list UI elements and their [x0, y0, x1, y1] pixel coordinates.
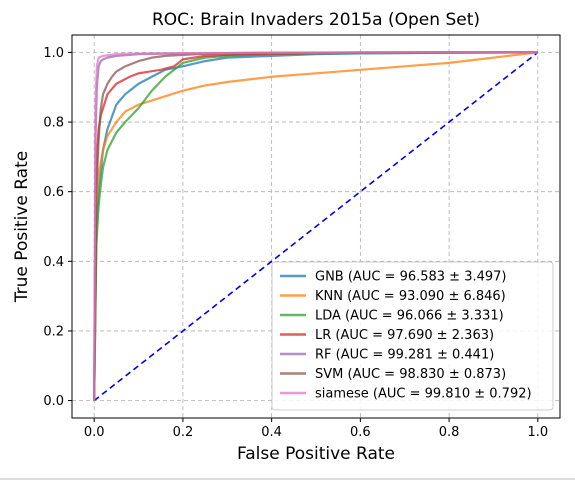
y-tick-label: 0.4	[43, 255, 64, 270]
x-axis-label: False Positive Rate	[237, 444, 395, 464]
chart-title: ROC: Brain Invaders 2015a (Open Set)	[152, 10, 480, 30]
x-tick-label: 0.6	[350, 425, 371, 440]
legend-entry: siamese (AUC = 99.810 ± 0.792)	[315, 387, 532, 402]
plot-frame	[71, 34, 561, 419]
x-tick-label: 0.0	[84, 425, 105, 440]
series-line-1	[93, 51, 538, 401]
reference-diagonal	[93, 51, 539, 402]
y-tick-label: 1.0	[43, 46, 64, 61]
y-tick-label: 0.6	[43, 185, 64, 200]
y-axis-label: True Positive Rate	[12, 151, 32, 303]
x-tick-label: 0.8	[439, 425, 460, 440]
series-line-6	[93, 51, 538, 401]
x-tick-label: 1.0	[527, 425, 548, 440]
x-tick-label: 0.2	[173, 425, 194, 440]
y-tick-label: 0.8	[43, 116, 64, 131]
legend-entry: GNB (AUC = 96.583 ± 3.497)	[315, 270, 507, 285]
y-tick-label: 0.2	[43, 324, 64, 339]
legend-entry: LR (AUC = 97.690 ± 2.363)	[315, 328, 494, 343]
series-lines	[93, 51, 538, 401]
legend-entry: LDA (AUC = 96.066 ± 3.331)	[315, 309, 504, 324]
legend-entry: SVM (AUC = 98.830 ± 0.873)	[315, 367, 506, 382]
legend-entry: KNN (AUC = 93.090 ± 6.846)	[315, 289, 506, 304]
x-tick-label: 0.4	[261, 425, 282, 440]
axis-ticks: 0.0 0.2 0.4 0.6 0.8 1.0 0.0 0.2 0.4 0.6 0.8 1.0	[43, 46, 548, 440]
legend: GNB (AUC = 96.583 ± 3.497) KNN (AUC = 93.…	[271, 261, 554, 411]
chance-line	[93, 51, 539, 402]
y-tick-label: 0.0	[43, 394, 64, 409]
legend-box	[271, 261, 554, 411]
legend-entry: RF (AUC = 99.281 ± 0.441)	[315, 348, 494, 363]
bottom-divider	[0, 478, 575, 480]
